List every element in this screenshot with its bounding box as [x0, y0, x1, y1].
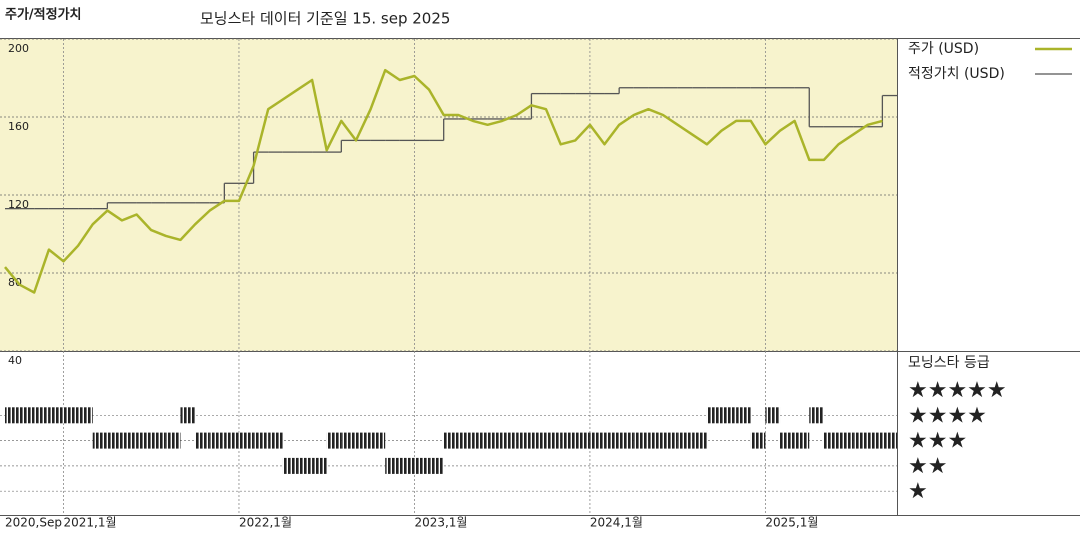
rating-bar — [633, 432, 649, 449]
rating-bar — [721, 407, 737, 424]
rating-bar — [882, 432, 897, 449]
y-tick-label: 160 — [8, 120, 29, 133]
rating-legend-stars: ★★★★ — [908, 403, 987, 428]
rating-bar — [443, 432, 459, 449]
rating-bar — [370, 432, 386, 449]
rating-bar — [326, 432, 342, 449]
rating-bar — [78, 407, 93, 424]
x-tick-label: 2020,Sep — [5, 516, 62, 530]
rating-bar — [34, 407, 49, 424]
rating-bar — [224, 432, 239, 449]
rating-bar — [575, 432, 590, 449]
rating-bar — [736, 407, 751, 424]
rating-bar — [765, 407, 781, 424]
rating-bar — [355, 432, 371, 449]
rating-bar — [677, 432, 693, 449]
rating-bar — [663, 432, 678, 449]
x-tick-label: 2022,1월 — [239, 516, 292, 530]
rating-bar — [867, 432, 883, 449]
x-tick-label: 2021,1월 — [63, 516, 116, 530]
rating-legend-title: 모닝스타 등급 — [908, 355, 990, 371]
rating-bar — [195, 432, 210, 449]
legend-label: 적정가치 (USD) — [908, 66, 1005, 82]
rating-bar — [853, 432, 868, 449]
rating-legend-stars: ★★ — [908, 454, 947, 479]
x-tick-label: 2025,1월 — [765, 516, 818, 530]
legend-label: 주가 (USD) — [908, 41, 979, 57]
y-tick-label: 200 — [8, 42, 29, 55]
rating-bar — [297, 457, 313, 474]
y-tick-label: 80 — [8, 276, 22, 289]
x-tick-label: 2023,1월 — [414, 516, 467, 530]
rating-bar — [472, 432, 488, 449]
rating-legend-stars: ★★★★★ — [908, 378, 1007, 403]
rating-bar — [560, 432, 576, 449]
rating-bar — [399, 457, 415, 474]
rating-bar — [48, 407, 64, 424]
rating-bar — [19, 407, 35, 424]
rating-bar — [238, 432, 254, 449]
rating-legend-stars: ★★★ — [908, 429, 967, 454]
price-line — [4, 68, 883, 294]
rating-bar — [458, 432, 473, 449]
rating-legend-stars: ★ — [908, 479, 928, 504]
x-tick-label: 2024,1월 — [590, 516, 643, 530]
rating-bar — [706, 407, 722, 424]
rating-bar — [151, 432, 166, 449]
rating-bar — [385, 457, 400, 474]
chart-subtitle: 모닝스타 데이터 기준일 15. sep 2025 — [200, 10, 450, 28]
rating-bar — [253, 432, 269, 449]
rating-bar — [429, 457, 444, 474]
rating-bar — [63, 407, 79, 424]
rating-bar — [487, 432, 503, 449]
rating-bar — [838, 432, 854, 449]
rating-bar — [809, 407, 824, 424]
rating-bar — [780, 432, 795, 449]
chart-title: 주가/적정가치 — [5, 7, 82, 23]
rating-bar — [268, 432, 283, 449]
rating-bar — [692, 432, 707, 449]
rating-bar — [209, 432, 225, 449]
rating-bar — [531, 432, 547, 449]
rating-bar — [604, 432, 620, 449]
y-tick-label: 40 — [8, 354, 22, 367]
rating-bar — [794, 432, 810, 449]
rating-bar — [180, 407, 196, 424]
rating-bar — [136, 432, 152, 449]
rating-bar — [92, 432, 108, 449]
rating-bar — [341, 432, 356, 449]
y-tick-label: 120 — [8, 198, 29, 211]
rating-bar — [502, 432, 517, 449]
rating-bar — [165, 432, 181, 449]
rating-bar — [5, 407, 20, 424]
rating-bar — [648, 432, 664, 449]
rating-bar — [750, 432, 766, 449]
rating-bar — [589, 432, 605, 449]
rating-bar — [414, 457, 430, 474]
rating-bar — [546, 432, 561, 449]
rating-bar — [312, 457, 327, 474]
rating-bar — [619, 432, 634, 449]
rating-bar — [823, 432, 839, 449]
rating-bar — [107, 432, 122, 449]
rating-bar — [282, 457, 298, 474]
rating-bar — [516, 432, 532, 449]
rating-bar — [121, 432, 137, 449]
